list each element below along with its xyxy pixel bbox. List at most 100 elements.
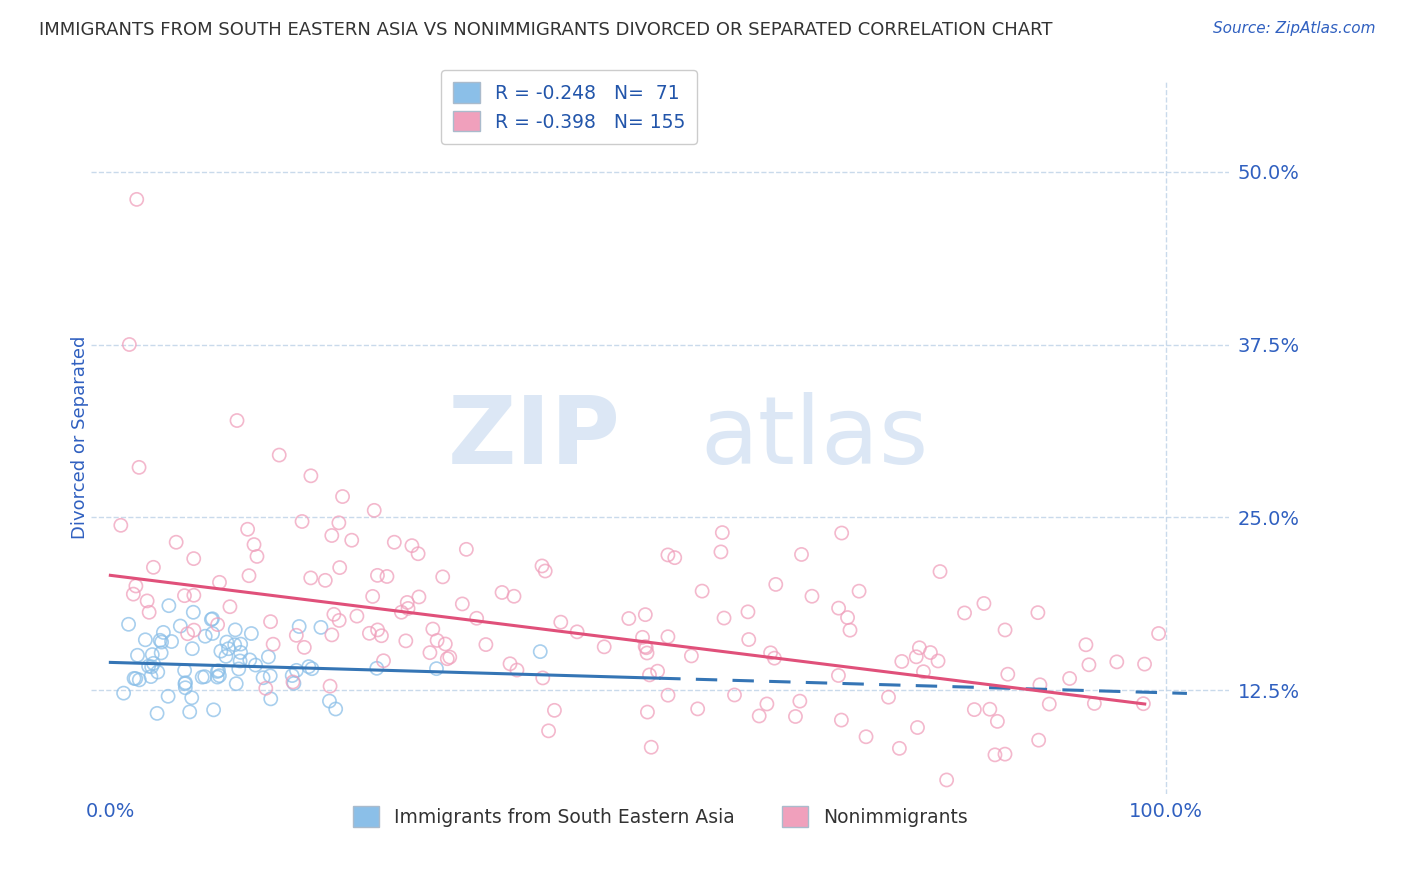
Point	[690, 584, 713, 599]
Point	[181, 641, 204, 656]
Point	[291, 515, 314, 529]
Point	[634, 607, 657, 622]
Point	[465, 611, 488, 625]
Point	[366, 568, 388, 582]
Point	[408, 590, 430, 604]
Point	[224, 623, 246, 637]
Point	[169, 619, 191, 633]
Point	[191, 670, 214, 684]
Point	[299, 571, 322, 585]
Point	[239, 653, 262, 667]
Point	[238, 568, 260, 582]
Point	[218, 641, 240, 656]
Point	[262, 637, 284, 651]
Point	[984, 747, 1007, 762]
Point	[201, 626, 224, 640]
Point	[375, 569, 398, 583]
Point	[246, 549, 269, 564]
Point	[321, 628, 343, 642]
Point	[215, 635, 238, 649]
Point	[319, 679, 342, 693]
Point	[839, 623, 862, 637]
Point	[1029, 678, 1052, 692]
Point	[259, 669, 281, 683]
Point	[889, 741, 911, 756]
Point	[920, 646, 942, 660]
Point	[1026, 606, 1049, 620]
Point	[252, 671, 274, 685]
Point	[134, 632, 156, 647]
Point	[927, 654, 949, 668]
Point	[785, 709, 807, 723]
Point	[905, 649, 928, 664]
Point	[236, 522, 259, 536]
Point	[1147, 626, 1170, 640]
Point	[531, 671, 554, 685]
Point	[370, 629, 392, 643]
Point	[425, 662, 447, 676]
Y-axis label: Divorced or Separated: Divorced or Separated	[72, 336, 89, 540]
Point	[1074, 638, 1097, 652]
Point	[475, 638, 498, 652]
Point	[325, 702, 347, 716]
Point	[406, 547, 429, 561]
Point	[149, 633, 172, 648]
Point	[136, 594, 159, 608]
Point	[396, 601, 419, 615]
Point	[128, 460, 150, 475]
Point	[194, 629, 217, 643]
Point	[550, 615, 572, 629]
Point	[125, 193, 148, 207]
Point	[790, 548, 813, 562]
Point	[224, 638, 246, 652]
Point	[183, 551, 205, 566]
Point	[180, 690, 202, 705]
Point	[1105, 655, 1128, 669]
Point	[373, 654, 395, 668]
Point	[328, 516, 350, 530]
Point	[318, 694, 340, 708]
Point	[963, 703, 986, 717]
Point	[122, 587, 145, 601]
Point	[1077, 657, 1099, 672]
Point	[986, 714, 1008, 729]
Point	[229, 654, 252, 668]
Point	[142, 560, 165, 574]
Point	[183, 588, 205, 602]
Point	[491, 585, 513, 599]
Point	[207, 665, 229, 679]
Point	[636, 646, 658, 660]
Point	[636, 705, 658, 719]
Point	[165, 535, 187, 549]
Point	[1059, 672, 1081, 686]
Point	[367, 623, 389, 637]
Point	[681, 648, 703, 663]
Point	[359, 626, 381, 640]
Point	[309, 620, 332, 634]
Point	[827, 601, 849, 615]
Point	[456, 542, 478, 557]
Point	[419, 646, 441, 660]
Point	[174, 677, 197, 691]
Point	[382, 535, 405, 549]
Point	[755, 697, 778, 711]
Point	[451, 597, 474, 611]
Point	[202, 703, 225, 717]
Point	[181, 605, 204, 619]
Point	[245, 658, 267, 673]
Point	[710, 545, 733, 559]
Point	[422, 622, 444, 636]
Point	[281, 675, 304, 690]
Point	[183, 623, 205, 637]
Point	[243, 538, 266, 552]
Point	[174, 681, 197, 695]
Point	[436, 651, 458, 665]
Point	[979, 702, 1001, 716]
Point	[953, 606, 976, 620]
Point	[361, 590, 384, 604]
Point	[285, 628, 308, 642]
Point	[157, 690, 180, 704]
Point	[150, 635, 173, 649]
Point	[260, 691, 283, 706]
Point	[830, 713, 852, 727]
